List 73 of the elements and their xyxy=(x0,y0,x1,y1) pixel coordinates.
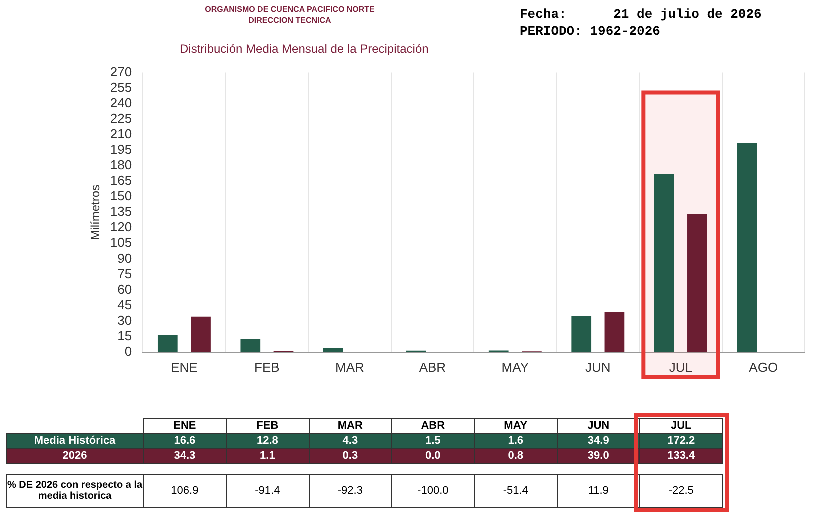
bar xyxy=(240,339,261,352)
category-label: ENE xyxy=(174,420,196,432)
y-tick-label: 225 xyxy=(110,110,132,126)
bar xyxy=(158,335,178,352)
text: DIRECCION TECNICA xyxy=(248,16,332,25)
y-tick-label: 105 xyxy=(110,235,132,250)
x-tick-label: JUL xyxy=(669,360,692,375)
text: ORGANISMO DE CUENCA PACIFICO NORTE xyxy=(205,5,375,14)
x-tick-label: ENE xyxy=(171,360,198,375)
data-label: 1.5 xyxy=(392,434,475,448)
data-label: 34.9 xyxy=(557,434,640,448)
data-label: 16.6 xyxy=(144,434,226,448)
x-tick-label: ABR xyxy=(419,360,446,375)
chart-title: Distribución Media Mensual de la Precipitación xyxy=(180,42,429,56)
text: -100.0 xyxy=(392,474,475,508)
data-label: 39.0 xyxy=(557,448,640,464)
y-axis-title: Milímetros xyxy=(88,184,103,240)
y-tick-label: 120 xyxy=(110,220,132,235)
y-tick-label: 60 xyxy=(118,282,132,297)
y-tick-label: 30 xyxy=(118,312,132,328)
text: JUL xyxy=(670,420,692,432)
category-label: MAY xyxy=(504,420,528,432)
text: -51.4 xyxy=(474,474,558,508)
text: -22.5 xyxy=(640,474,723,508)
data-label: 1.6 xyxy=(474,434,558,448)
data-label: 172.2 xyxy=(640,434,723,448)
category-label: JUN xyxy=(588,420,610,432)
y-tick-label: 270 xyxy=(110,64,132,80)
y-tick-label: 255 xyxy=(110,80,132,95)
category-label: ABR xyxy=(421,420,446,432)
x-tick-label: MAR xyxy=(335,360,364,375)
text: 2026 xyxy=(6,448,144,464)
y-tick-label: 210 xyxy=(110,126,132,142)
x-tick-label: FEB xyxy=(254,360,280,375)
data-label: 12.8 xyxy=(226,434,310,448)
data-label: 34.3 xyxy=(144,448,226,464)
y-tick-label: 90 xyxy=(118,250,132,266)
data-label: 4.3 xyxy=(309,434,392,448)
text: PERIODO: 1962-2026 xyxy=(520,24,660,39)
bar xyxy=(737,143,758,352)
x-tick-label: MAY xyxy=(502,360,530,375)
category-label: MAR xyxy=(338,420,363,432)
data-label: 1.1 xyxy=(226,448,310,464)
category-label: FEB xyxy=(256,420,279,432)
y-tick-label: 75 xyxy=(118,266,132,282)
data-label: 0.8 xyxy=(474,448,558,464)
data-label: 0.3 xyxy=(309,448,392,464)
y-tick-label: 165 xyxy=(110,173,132,188)
text: Fecha: 21 de julio de 2026 xyxy=(520,7,762,22)
y-tick-label: 180 xyxy=(110,158,132,173)
data-label: 133.4 xyxy=(640,448,723,464)
x-tick-label: JUN xyxy=(586,360,611,375)
y-tick-label: 45 xyxy=(118,297,132,312)
bar xyxy=(654,174,674,352)
y-tick-label: 150 xyxy=(110,188,132,204)
text: -92.3 xyxy=(309,474,392,508)
y-tick-label: 0 xyxy=(124,344,132,359)
text: 11.9 xyxy=(557,474,640,508)
bar xyxy=(191,316,211,352)
text: % DE 2026 con respecto a la media historica xyxy=(6,474,144,508)
bar xyxy=(572,316,592,352)
bar xyxy=(323,348,344,352)
x-tick-label: AGO xyxy=(749,360,778,375)
y-tick-label: 15 xyxy=(118,328,132,344)
text: 106.9 xyxy=(144,474,226,508)
y-tick-label: 135 xyxy=(110,204,132,220)
bar xyxy=(688,214,708,352)
y-tick-label: 195 xyxy=(110,142,132,158)
bar xyxy=(604,312,625,352)
text: Media Histórica xyxy=(6,434,144,448)
y-tick-label: 240 xyxy=(110,95,132,110)
data-label: 0.0 xyxy=(392,448,475,464)
text: -91.4 xyxy=(226,474,310,508)
